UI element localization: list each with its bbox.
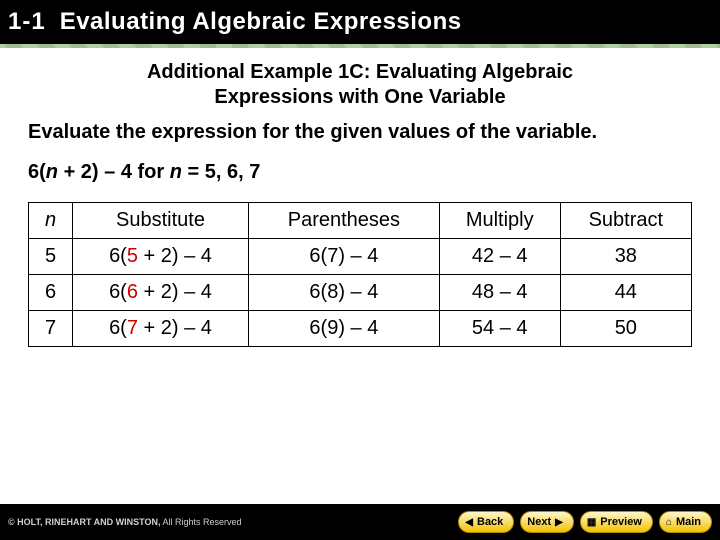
section-number: 1-1 bbox=[8, 8, 46, 36]
preview-label: Preview bbox=[600, 516, 642, 528]
grid-icon: ▦ bbox=[587, 517, 596, 528]
expr-var2: n bbox=[170, 161, 182, 183]
slide: 1-1 Evaluating Algebraic Expressions Add… bbox=[0, 0, 720, 540]
sub-red: 6 bbox=[127, 281, 138, 303]
cell-substitute: 6(5 + 2) – 4 bbox=[73, 239, 249, 275]
example-title-line1: Additional Example 1C: Evaluating Algebr… bbox=[147, 61, 573, 83]
slide-header: 1-1 Evaluating Algebraic Expressions bbox=[0, 0, 720, 44]
next-label: Next bbox=[527, 516, 551, 528]
sub-a: 6( bbox=[109, 245, 127, 267]
col-header-parentheses: Parentheses bbox=[248, 203, 439, 239]
expression: 6(n + 2) – 4 for n = 5, 6, 7 bbox=[28, 161, 692, 184]
cell-substitute: 6(6 + 2) – 4 bbox=[73, 275, 249, 311]
cell-subtract: 38 bbox=[560, 239, 691, 275]
sub-a: 6( bbox=[109, 317, 127, 339]
copyright-bold: © HOLT, RINEHART AND WINSTON, bbox=[8, 517, 160, 527]
back-button[interactable]: ◀ Back bbox=[458, 511, 514, 533]
copyright-rest: All Rights Reserved bbox=[160, 517, 241, 527]
sub-a: 6( bbox=[109, 281, 127, 303]
cell-parentheses: 6(9) – 4 bbox=[248, 311, 439, 347]
next-button[interactable]: Next ▶ bbox=[520, 511, 574, 533]
col-header-multiply: Multiply bbox=[439, 203, 560, 239]
sub-b: + 2) – 4 bbox=[138, 317, 212, 339]
table-row: 7 6(7 + 2) – 4 6(9) – 4 54 – 4 50 bbox=[29, 311, 692, 347]
triangle-left-icon: ◀ bbox=[465, 517, 473, 528]
expr-var: n bbox=[46, 161, 58, 183]
table-row: 6 6(6 + 2) – 4 6(8) – 4 48 – 4 44 bbox=[29, 275, 692, 311]
cell-parentheses: 6(8) – 4 bbox=[248, 275, 439, 311]
cell-n: 5 bbox=[29, 239, 73, 275]
triangle-right-icon: ▶ bbox=[555, 517, 563, 528]
example-title-line2: Expressions with One Variable bbox=[214, 86, 505, 108]
section-title: Evaluating Algebraic Expressions bbox=[60, 8, 462, 36]
sub-b: + 2) – 4 bbox=[138, 245, 212, 267]
work-table: n Substitute Parentheses Multiply Subtra… bbox=[28, 202, 692, 347]
cell-subtract: 50 bbox=[560, 311, 691, 347]
copyright: © HOLT, RINEHART AND WINSTON, All Rights… bbox=[8, 517, 242, 527]
nav-buttons: ◀ Back Next ▶ ▦ Preview ⌂ Main bbox=[458, 511, 712, 533]
cell-n: 6 bbox=[29, 275, 73, 311]
sub-red: 7 bbox=[127, 317, 138, 339]
expr-pre: 6( bbox=[28, 161, 46, 183]
slide-content: Additional Example 1C: Evaluating Algebr… bbox=[0, 48, 720, 504]
cell-multiply: 42 – 4 bbox=[439, 239, 560, 275]
cell-subtract: 44 bbox=[560, 275, 691, 311]
cell-multiply: 54 – 4 bbox=[439, 311, 560, 347]
table-header-row: n Substitute Parentheses Multiply Subtra… bbox=[29, 203, 692, 239]
main-button[interactable]: ⌂ Main bbox=[659, 511, 712, 533]
slide-footer: © HOLT, RINEHART AND WINSTON, All Rights… bbox=[0, 504, 720, 540]
prompt-text: Evaluate the expression for the given va… bbox=[28, 120, 692, 145]
cell-parentheses: 6(7) – 4 bbox=[248, 239, 439, 275]
cell-substitute: 6(7 + 2) – 4 bbox=[73, 311, 249, 347]
cell-multiply: 48 – 4 bbox=[439, 275, 560, 311]
home-icon: ⌂ bbox=[666, 517, 672, 528]
expr-post: = 5, 6, 7 bbox=[182, 161, 260, 183]
cell-n: 7 bbox=[29, 311, 73, 347]
example-title: Additional Example 1C: Evaluating Algebr… bbox=[28, 60, 692, 110]
main-label: Main bbox=[676, 516, 701, 528]
back-label: Back bbox=[477, 516, 503, 528]
sub-b: + 2) – 4 bbox=[138, 281, 212, 303]
table-row: 5 6(5 + 2) – 4 6(7) – 4 42 – 4 38 bbox=[29, 239, 692, 275]
sub-red: 5 bbox=[127, 245, 138, 267]
col-header-n: n bbox=[29, 203, 73, 239]
expr-mid: + 2) – 4 for bbox=[58, 161, 170, 183]
col-header-subtract: Subtract bbox=[560, 203, 691, 239]
preview-button[interactable]: ▦ Preview bbox=[580, 511, 653, 533]
col-header-substitute: Substitute bbox=[73, 203, 249, 239]
